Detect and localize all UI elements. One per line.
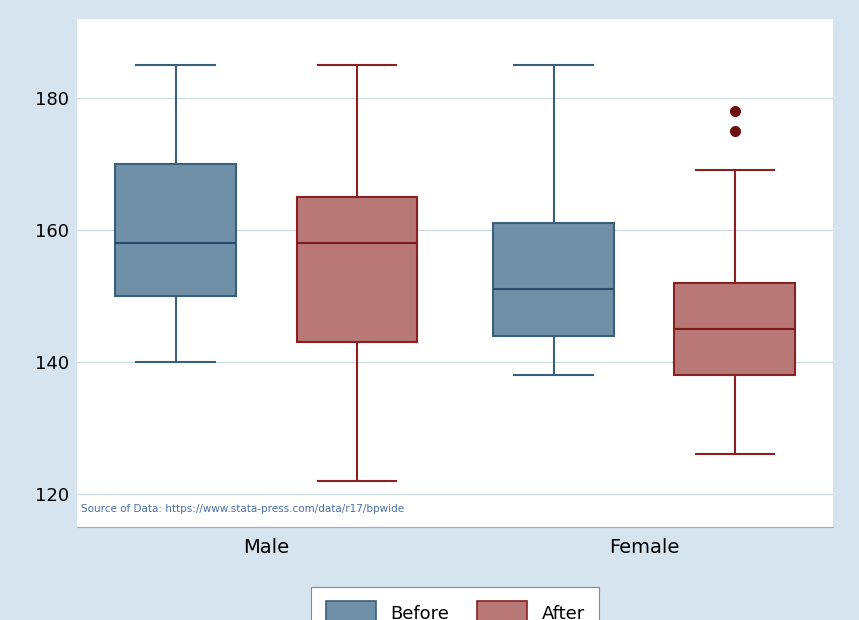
Legend: Before, After: Before, After bbox=[311, 587, 600, 620]
Bar bbox=[296, 197, 417, 342]
Text: Source of Data: https://www.stata-press.com/data/r17/bpwide: Source of Data: https://www.stata-press.… bbox=[81, 504, 405, 515]
Bar bbox=[115, 164, 236, 296]
Bar bbox=[493, 223, 614, 335]
Bar bbox=[674, 283, 795, 375]
